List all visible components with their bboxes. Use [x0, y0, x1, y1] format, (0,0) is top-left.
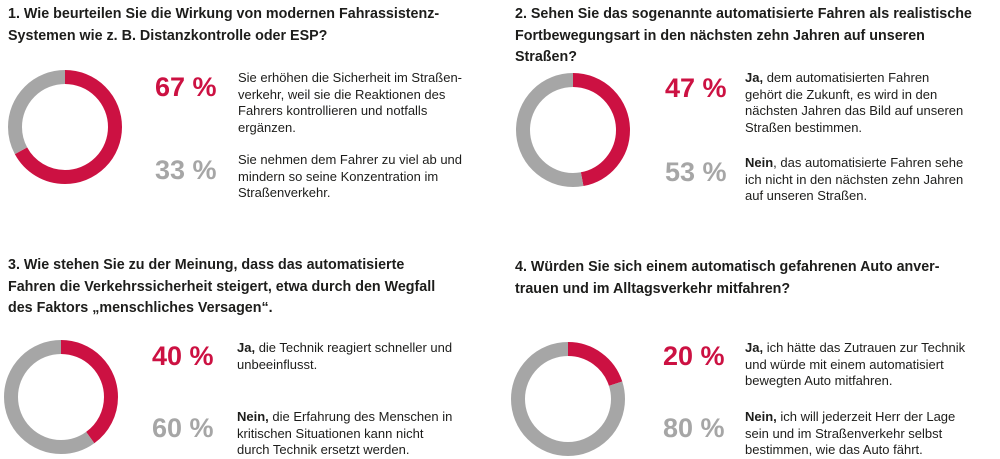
- question-line: 1. Wie beurteilen Sie die Wirkung von mo…: [8, 6, 440, 22]
- donut-slice-no: [511, 342, 625, 456]
- donut-slice-no: [516, 73, 630, 187]
- answer-line: nächsten Jahren das Bild auf unseren: [745, 103, 964, 119]
- answer-line-text: die Technik reagiert schneller und: [255, 340, 453, 355]
- answer-lead: Nein,: [237, 409, 269, 424]
- answer-line: sein und im Straßenverkehr selbst: [745, 425, 943, 441]
- answer-line: Ja, die Technik reagiert schneller und: [237, 340, 452, 357]
- answer-text-no: Sie nehmen dem Fahrer zu viel ab und min…: [238, 152, 462, 202]
- question-title: 1. Wie beurteilen Sie die Wirkung von mo…: [8, 4, 439, 47]
- percent-label-yes: 67 %: [155, 72, 217, 102]
- donut-slice-no: [4, 340, 118, 454]
- answer-text-no: Nein, die Erfahrung des Menschen in krit…: [237, 409, 452, 459]
- answer-lead: Ja,: [237, 340, 256, 355]
- answer-line: Straßen bestimmen.: [745, 119, 863, 135]
- answer-line: ergänzen.: [238, 119, 296, 135]
- question-line: 3. Wie stehen Sie zu der Meinung, dass d…: [8, 257, 405, 273]
- question-title: 4. Würden Sie sich einem automatisch gef…: [515, 257, 940, 300]
- answer-line: Sie erhöhen die Sicherheit im Straßen-: [238, 70, 462, 87]
- answer-text-no: Nein, ich will jederzeit Herr der Lage s…: [745, 409, 955, 459]
- answer-line: durch Technik ersetzt werden.: [237, 442, 410, 458]
- answer-text-yes: Ja, ich hätte das Zutrauen zur Technik u…: [745, 340, 965, 390]
- percent-label-no: 53 %: [665, 157, 727, 187]
- answer-lead: Nein,: [745, 409, 777, 424]
- answer-line-text: die Erfahrung des Menschen in: [268, 409, 453, 424]
- answer-text-no: Nein, das automatisierte Fahren sehe ich…: [745, 155, 963, 205]
- answer-line: Ja, dem automatisierten Fahren: [745, 70, 963, 87]
- question-title: 2. Sehen Sie das sogenannte automatisier…: [515, 4, 972, 69]
- question-line: Fahren die Verkehrssicherheit steigert, …: [8, 278, 436, 295]
- answer-line-text: Sie erhöhen die Sicherheit im Straßen-: [238, 70, 463, 85]
- percent-label-no: 60 %: [152, 413, 214, 443]
- question-line: Systemen wie z. B. Distanzkontrolle oder…: [8, 27, 328, 44]
- donut-chart: [516, 73, 630, 187]
- answer-text-yes: Sie erhöhen die Sicherheit im Straßen- v…: [238, 70, 462, 136]
- question-title: 3. Wie stehen Sie zu der Meinung, dass d…: [8, 255, 435, 320]
- answer-line-text: dem automatisierten Fahren: [763, 70, 930, 85]
- answer-line-text: , das automatisierte Fahren sehe: [773, 155, 964, 170]
- question-line: Fortbewegungsart in den nächsten zehn Ja…: [515, 27, 925, 44]
- donut-chart: [511, 342, 625, 456]
- answer-line: verkehr, weil sie die Reaktionen des: [238, 86, 446, 102]
- answer-lead: Ja,: [745, 340, 764, 355]
- answer-text-yes: Ja, die Technik reagiert schneller und u…: [237, 340, 452, 373]
- answer-line: Sie nehmen dem Fahrer zu viel ab und: [238, 152, 462, 169]
- percent-label-yes: 20 %: [663, 341, 725, 371]
- answer-line-text: ich hätte das Zutrauen zur Technik: [763, 340, 966, 355]
- answer-line: Fahrers kontrollieren und notfalls: [238, 103, 428, 119]
- question-line: 4. Würden Sie sich einem automatisch gef…: [515, 259, 940, 275]
- answer-line: bewegten Auto mitfahren.: [745, 373, 893, 389]
- answer-line-text: Sie nehmen dem Fahrer zu viel ab und: [238, 152, 463, 167]
- answer-line: Nein, das automatisierte Fahren sehe: [745, 155, 963, 172]
- percent-label-yes: 47 %: [665, 73, 727, 103]
- answer-line: und würde mit einem automatisiert: [745, 356, 944, 372]
- donut-slice-no: [8, 70, 122, 184]
- percent-label-no: 33 %: [155, 155, 217, 185]
- question-line: des Faktors „menschliches Versagen“.: [8, 300, 273, 316]
- answer-line: gehört die Zukunft, es wird in den: [745, 86, 938, 102]
- answer-line: unbeeinflusst.: [237, 356, 318, 372]
- question-line: trauen und im Alltagsverkehr mitfahren?: [515, 280, 791, 297]
- answer-line: ich nicht in den nächsten zehn Jahren: [745, 171, 964, 187]
- answer-line: bestimmen, wie das Auto fährt.: [745, 442, 923, 458]
- percent-label-yes: 40 %: [152, 341, 214, 371]
- percent-label-no: 80 %: [663, 413, 725, 443]
- donut-chart: [4, 340, 118, 454]
- answer-line: kritischen Situationen kann nicht: [237, 425, 424, 441]
- answer-line: Ja, ich hätte das Zutrauen zur Technik: [745, 340, 965, 357]
- question-line: Straßen?: [515, 49, 577, 65]
- question-line: 2. Sehen Sie das sogenannte automatisier…: [515, 6, 972, 22]
- answer-line: Nein, die Erfahrung des Menschen in: [237, 409, 452, 426]
- answer-lead: Nein: [745, 155, 774, 170]
- answer-line-text: ich will jederzeit Herr der Lage: [776, 409, 956, 424]
- answer-line: mindern so seine Konzentration im: [238, 168, 439, 184]
- answer-line: Straßenverkehr.: [238, 185, 331, 201]
- donut-chart: [8, 70, 122, 184]
- answer-text-yes: Ja, dem automatisierten Fahren gehört di…: [745, 70, 963, 136]
- answer-lead: Ja,: [745, 70, 764, 85]
- answer-line: Nein, ich will jederzeit Herr der Lage: [745, 409, 955, 426]
- answer-line: auf unseren Straßen.: [745, 188, 868, 204]
